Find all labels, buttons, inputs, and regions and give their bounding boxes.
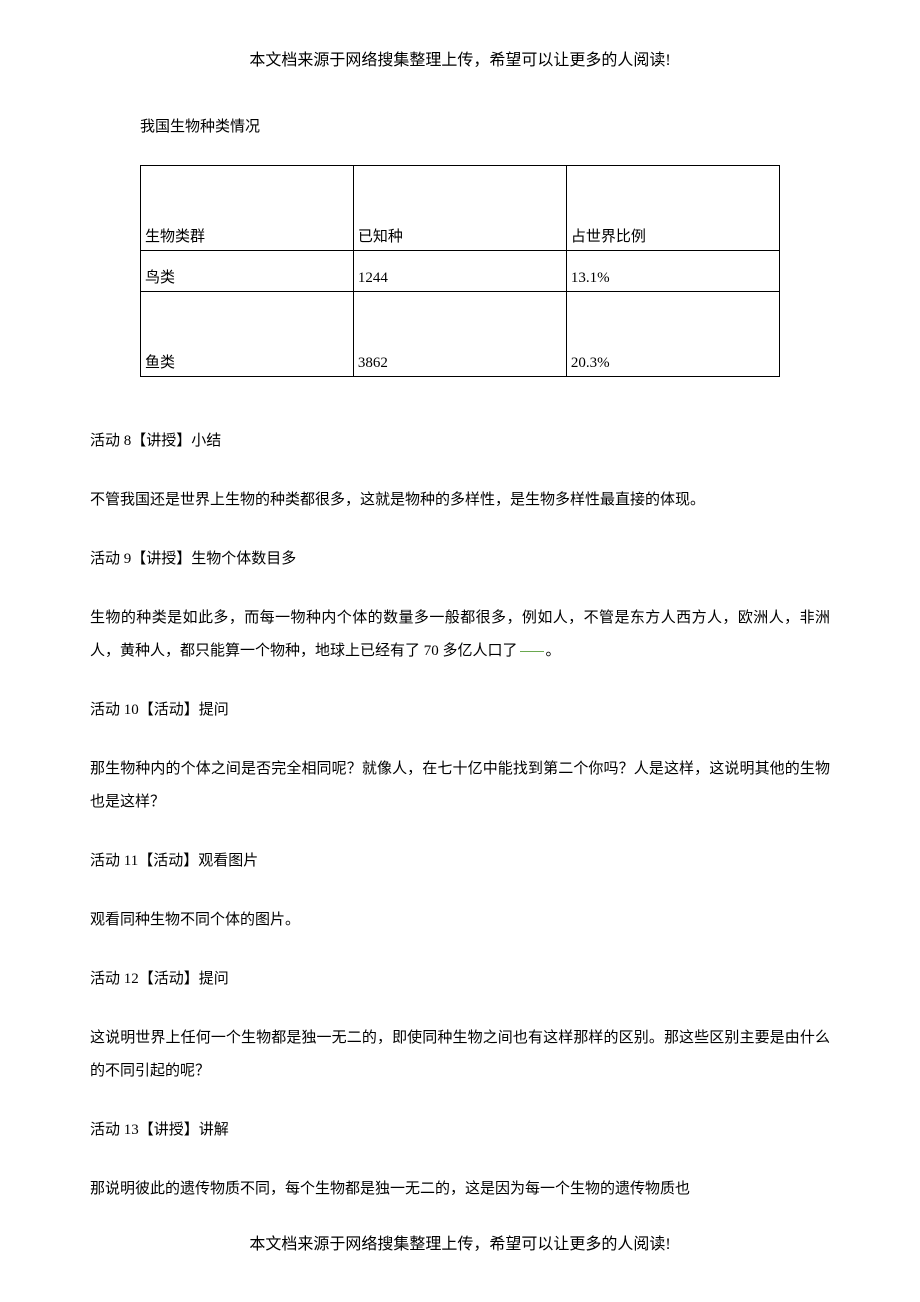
- activity-body: 这说明世界上任何一个生物都是独一无二的，即使同种生物之间也有这样那样的区别。那这…: [90, 1022, 830, 1088]
- activity-heading: 活动 10【活动】提问: [90, 694, 830, 727]
- cell-known: 1244: [353, 250, 566, 291]
- cell-ratio: 13.1%: [566, 250, 779, 291]
- activity-body: 观看同种生物不同个体的图片。: [90, 904, 830, 937]
- activity-heading: 活动 8【讲授】小结: [90, 425, 830, 458]
- activity-heading: 活动 12【活动】提问: [90, 963, 830, 996]
- species-table: 生物类群 已知种 占世界比例 鸟类 1244 13.1% 鱼类 3862 20.…: [140, 165, 780, 377]
- table-row: 鱼类 3862 20.3%: [141, 291, 780, 376]
- activity-heading: 活动 9【讲授】生物个体数目多: [90, 543, 830, 576]
- cell-category: 鱼类: [141, 291, 354, 376]
- cell-category: 鸟类: [141, 250, 354, 291]
- activity-body: 不管我国还是世界上生物的种类都很多，这就是物种的多样性，是生物多样性最直接的体现…: [90, 484, 830, 517]
- green-underline-icon: [520, 651, 544, 652]
- table-title: 我国生物种类情况: [90, 114, 830, 141]
- col-header-ratio: 占世界比例: [566, 165, 779, 250]
- page-header: 本文档来源于网络搜集整理上传，希望可以让更多的人阅读!: [90, 48, 830, 74]
- activity-body: 那说明彼此的遗传物质不同，每个生物都是独一无二的，这是因为每一个生物的遗传物质也: [90, 1173, 830, 1206]
- col-header-known: 已知种: [353, 165, 566, 250]
- activity-body: 那生物种内的个体之间是否完全相同呢？就像人，在七十亿中能找到第二个你吗？人是这样…: [90, 753, 830, 819]
- col-header-category: 生物类群: [141, 165, 354, 250]
- cell-ratio: 20.3%: [566, 291, 779, 376]
- activity-heading: 活动 13【讲授】讲解: [90, 1114, 830, 1147]
- document-page: 本文档来源于网络搜集整理上传，希望可以让更多的人阅读! 我国生物种类情况 生物类…: [0, 0, 920, 1297]
- cell-known: 3862: [353, 291, 566, 376]
- table-row: 鸟类 1244 13.1%: [141, 250, 780, 291]
- table-header-row: 生物类群 已知种 占世界比例: [141, 165, 780, 250]
- activity-body: 生物的种类是如此多，而每一物种内个体的数量多一般都很多，例如人，不管是东方人西方…: [90, 602, 830, 668]
- activity-heading: 活动 11【活动】观看图片: [90, 845, 830, 878]
- page-footer: 本文档来源于网络搜集整理上传，希望可以让更多的人阅读!: [90, 1232, 830, 1258]
- body-text-before: 生物的种类是如此多，而每一物种内个体的数量多一般都很多，例如人，不管是东方人西方…: [90, 610, 830, 659]
- body-text-after: 。: [546, 643, 561, 659]
